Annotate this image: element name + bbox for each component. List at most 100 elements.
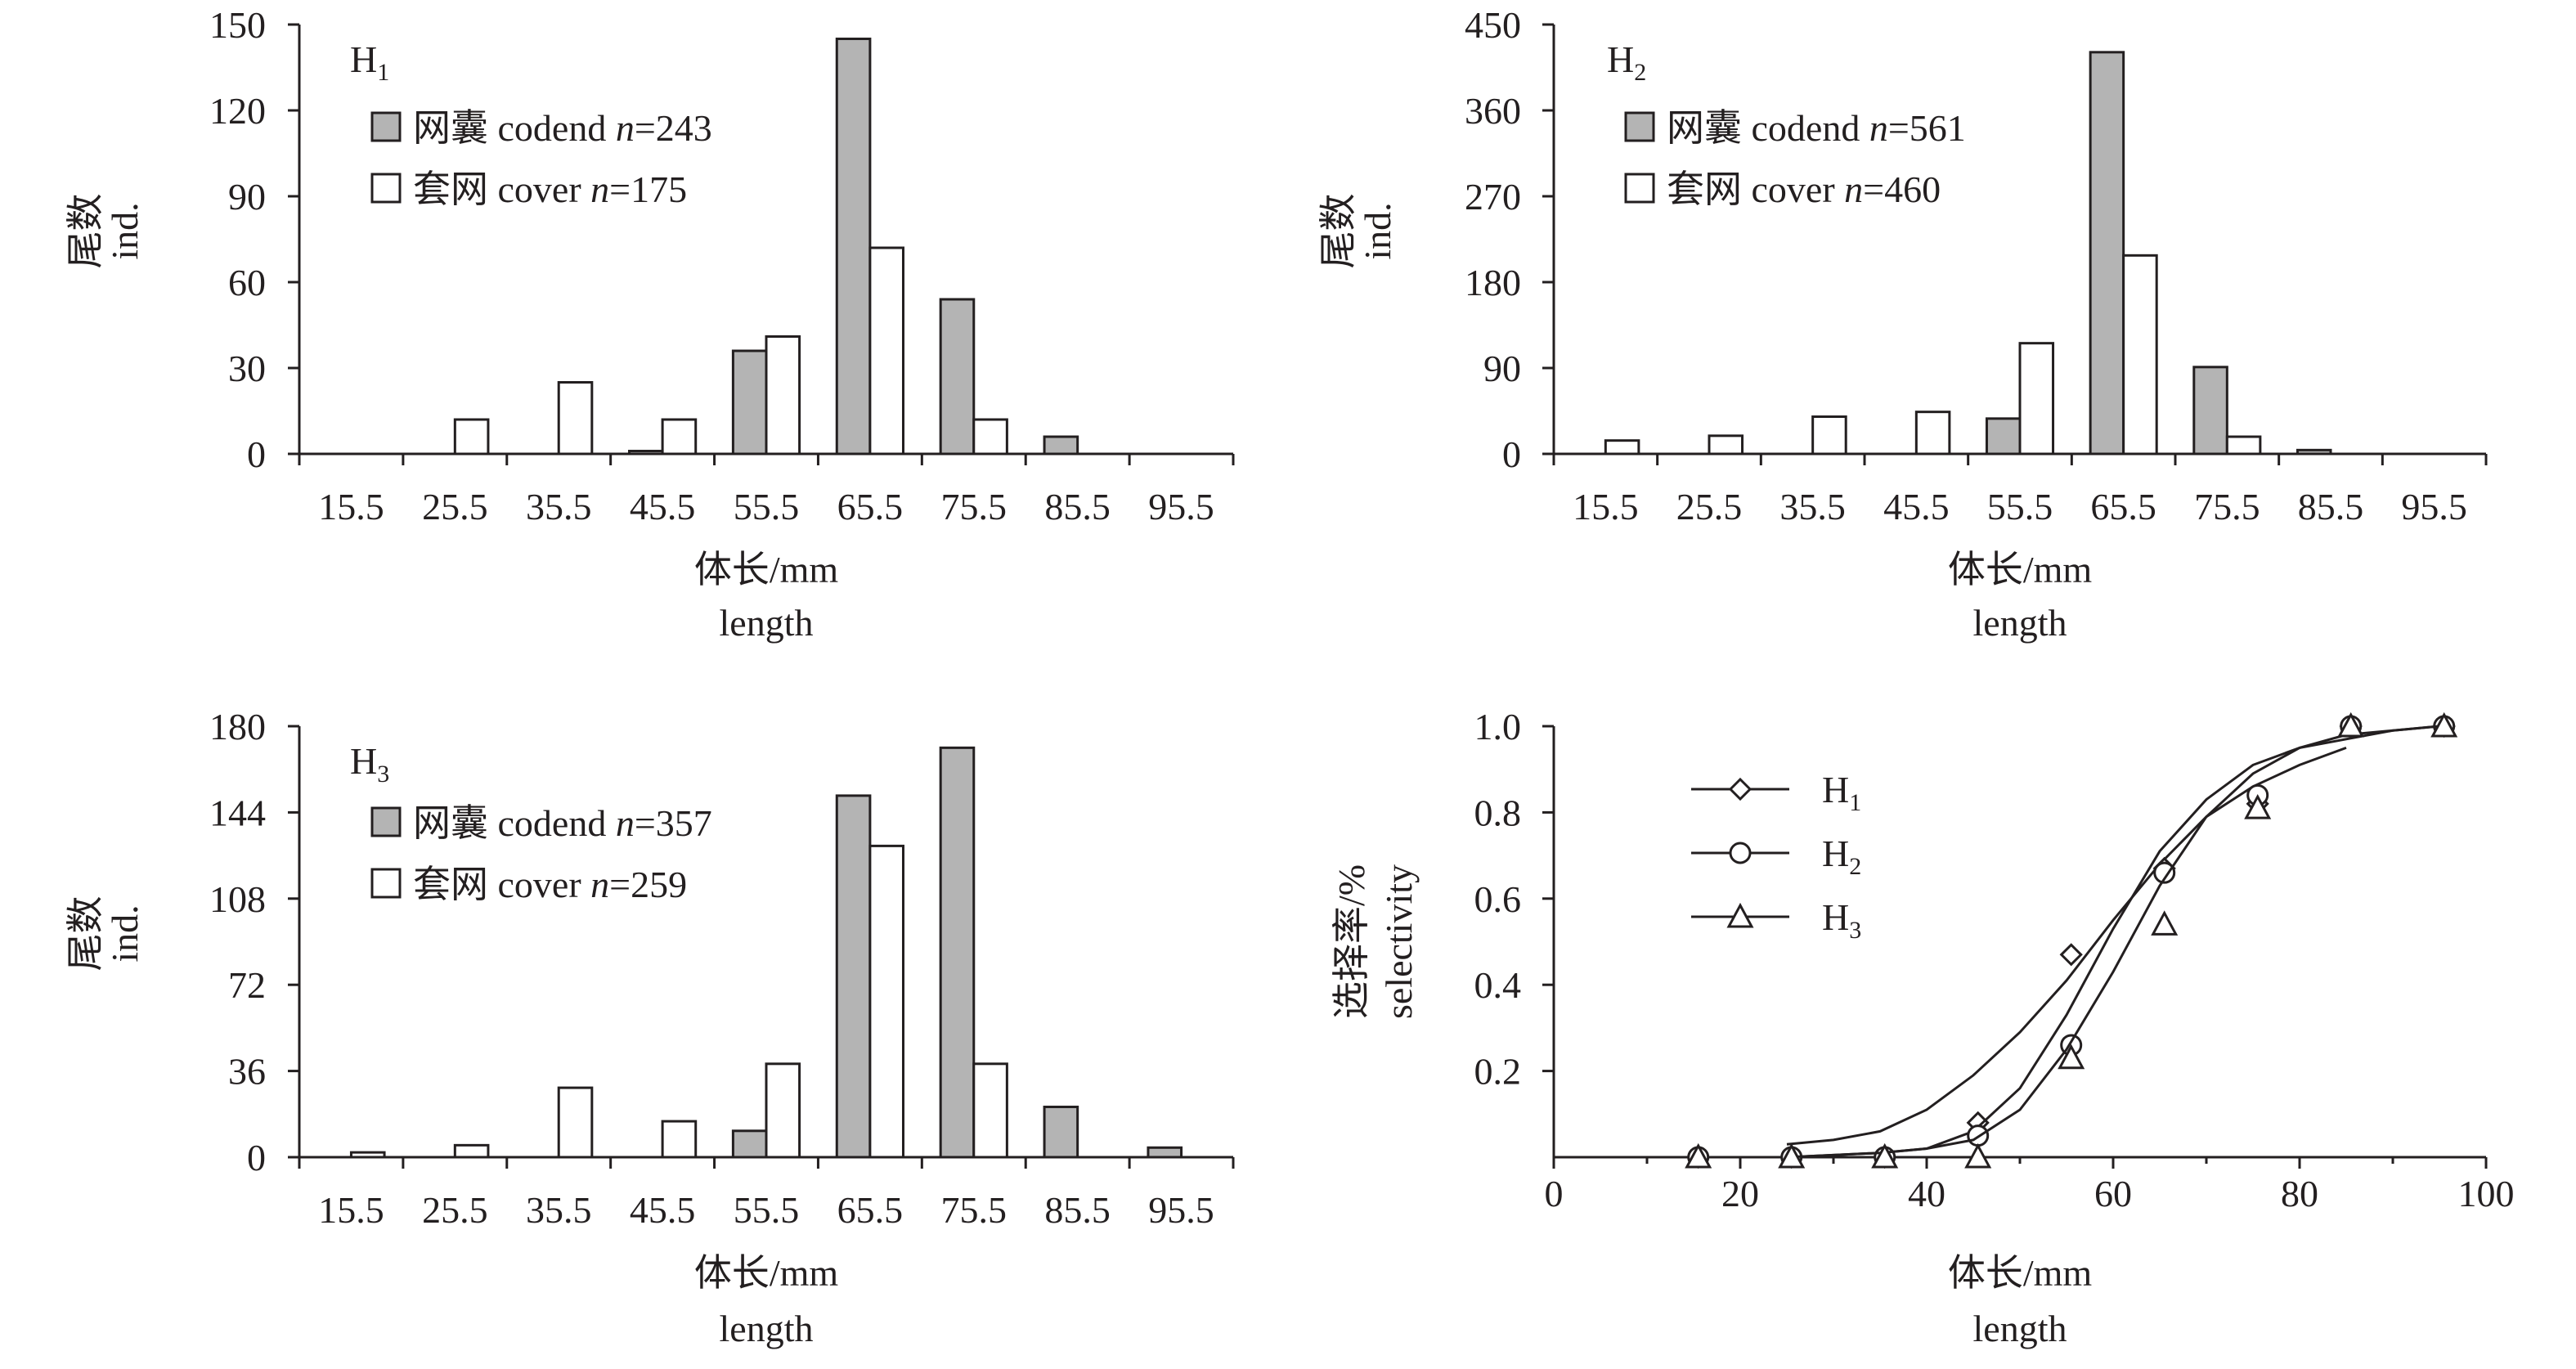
bar-cover <box>661 1120 698 1159</box>
y-tick-label: 60 <box>228 262 266 303</box>
x-axis-title: 体长/mm <box>1948 1252 2093 1294</box>
bar-cover <box>765 1062 801 1159</box>
bar-panel-h1: 0 30 60 90 120 150 15.5 25.5 35.5 45.5 55.5 65.5 75.… <box>65 4 1235 644</box>
x-tick-label: 35.5 <box>526 486 592 527</box>
legend-marker <box>1728 777 1752 801</box>
x-tick-label: 100 <box>2458 1173 2515 1214</box>
x-tick-label: 95.5 <box>1148 486 1214 527</box>
y-tick-label: 30 <box>228 348 266 389</box>
y-axis-title: 尾数ind. <box>1317 194 1398 269</box>
selectivity-panel: 0.2 0.4 0.6 0.8 1.0 0 20 40 60 80 100 H1 H2 H3 选择率/% se… <box>1331 706 2515 1349</box>
x-tick-label: 55.5 <box>1987 486 2053 527</box>
y-tick-label: 144 <box>209 792 266 833</box>
x-tick-label: 85.5 <box>2298 486 2364 527</box>
y-tick-label: 120 <box>209 90 266 132</box>
bar-cover <box>972 418 1008 456</box>
x-tick-label: 20 <box>1721 1173 1759 1214</box>
bar-codend <box>2089 51 2125 456</box>
bar-codend <box>731 349 768 456</box>
x-tick-label: 80 <box>2281 1173 2318 1214</box>
y-axis-title: 尾数ind. <box>65 896 146 972</box>
data-point-h3 <box>1871 1142 1899 1169</box>
legend-entry: 套网 cover n=175 <box>413 168 687 210</box>
bar-codend <box>2192 366 2228 456</box>
bar-codend <box>1043 1106 1079 1159</box>
x-tick-label: 95.5 <box>1148 1189 1214 1231</box>
panel-label: H2 <box>1607 38 1646 86</box>
legend-entry: H3 <box>1822 896 1861 944</box>
legend-entry: 网囊 codend n=561 <box>1667 107 1966 149</box>
x-tick-label: 25.5 <box>1676 486 1743 527</box>
y-tick-label: 108 <box>209 878 266 920</box>
x-tick-label: 45.5 <box>630 486 696 527</box>
y-tick-label: 90 <box>228 176 266 218</box>
x-tick-label: 55.5 <box>734 1189 800 1231</box>
bar-cover <box>2122 254 2158 456</box>
bar-cover <box>868 844 904 1159</box>
legend-entry: H1 <box>1822 769 1861 816</box>
bar-cover <box>453 418 490 456</box>
x-tick-label: 55.5 <box>734 486 800 527</box>
bar-codend <box>628 450 664 456</box>
bar-cover <box>972 1062 1008 1159</box>
bar-cover <box>349 1151 386 1159</box>
y-tick-label: 72 <box>228 964 266 1006</box>
legend-swatch <box>1624 173 1655 204</box>
x-tick-label: 85.5 <box>1044 1189 1111 1231</box>
bar-codend <box>835 794 872 1159</box>
x-tick-label: 65.5 <box>837 486 904 527</box>
bar-panel-h2: 0 90 180 270 360 450 15.5 25.5 35.5 45.5 55.5 65.5 7… <box>1317 4 2488 644</box>
x-tick-label: 85.5 <box>1044 486 1111 527</box>
y-tick-label: 0.6 <box>1474 878 1522 920</box>
legend-entry: 网囊 codend n=357 <box>413 802 712 844</box>
legend-entry: 套网 cover n=259 <box>413 864 687 905</box>
y-tick-label: 0 <box>247 1137 266 1178</box>
legend-swatch <box>1624 111 1655 142</box>
bar-codend <box>731 1129 768 1159</box>
x-tick-label: 65.5 <box>2090 486 2156 527</box>
bar-cover <box>2018 342 2055 456</box>
legend-entry: 套网 cover n=460 <box>1667 168 1941 210</box>
bar-cover <box>661 418 698 456</box>
x-tick-label: 65.5 <box>837 1189 904 1231</box>
y-tick-label: 360 <box>1465 90 1521 132</box>
bar-cover <box>868 246 904 456</box>
y-tick-label: 0 <box>247 433 266 475</box>
y-tick-label: 36 <box>228 1051 266 1093</box>
bar-cover <box>453 1143 490 1159</box>
y-tick-label: 0 <box>1502 433 1521 475</box>
bar-codend <box>835 38 872 456</box>
y-tick-label: 180 <box>209 706 266 747</box>
y-axis-title: 尾数ind. <box>65 194 146 269</box>
x-axis-title: 体长/mm <box>1948 549 2093 590</box>
data-point-h2 <box>2153 861 2176 884</box>
x-tick-label: 75.5 <box>2194 486 2260 527</box>
panel-label: H3 <box>350 740 389 788</box>
data-point-h3 <box>1778 1142 1806 1169</box>
data-point-h3 <box>2337 711 2365 738</box>
bar-cover <box>765 335 801 456</box>
y-tick-label: 0.2 <box>1474 1051 1522 1093</box>
bar-cover <box>1914 411 1951 456</box>
data-point-h3 <box>2058 1044 2085 1070</box>
x-tick-label: 25.5 <box>422 1189 488 1231</box>
y-axis-title: 选择率/% selectivity <box>1331 864 1420 1019</box>
x-tick-label: 75.5 <box>941 486 1008 527</box>
data-point-h3 <box>2151 910 2179 936</box>
x-tick-label: 95.5 <box>2401 486 2467 527</box>
x-tick-label: 15.5 <box>1573 486 1639 527</box>
bar-cover <box>2225 435 2262 456</box>
legend-swatch <box>370 173 402 204</box>
bar-cover <box>1811 415 1847 456</box>
bar-codend <box>939 746 976 1159</box>
x-tick-label: 0 <box>1545 1173 1564 1214</box>
y-tick-label: 270 <box>1465 176 1521 218</box>
y-tick-label: 180 <box>1465 262 1521 303</box>
legend-swatch <box>370 111 402 142</box>
y-tick-label: 450 <box>1465 4 1521 46</box>
panel-label: H1 <box>350 38 389 86</box>
fitted-curve-h2 <box>1786 725 2440 1159</box>
bar-cover <box>557 1086 594 1159</box>
bar-cover <box>1604 439 1640 456</box>
